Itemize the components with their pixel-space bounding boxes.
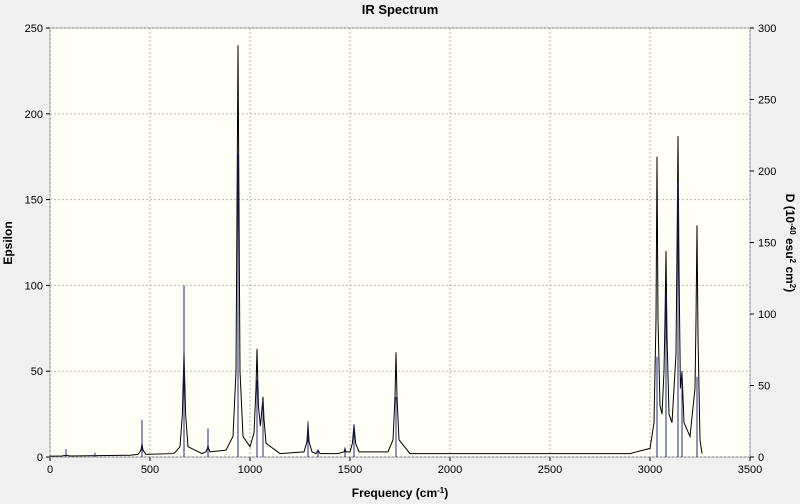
x-tick-label: 2000 [438, 464, 462, 476]
y2-tick-label: 200 [758, 166, 776, 178]
y2-tick-label: 100 [758, 309, 776, 321]
x-axis-label-part: -1 [437, 486, 445, 495]
y2-axis-label-part: -40 [789, 223, 798, 235]
y-tick-label: 50 [31, 366, 43, 378]
plot-area [49, 27, 751, 458]
x-axis-label-part: Frequency (cm [352, 486, 437, 500]
y2-tick-label: 50 [758, 381, 770, 393]
y-tick-label: 0 [37, 452, 43, 464]
y2-tick-label: 0 [758, 452, 764, 464]
y2-axis-label-part: ) [783, 288, 797, 292]
y2-axis-label-part: D (10 [783, 194, 797, 224]
y-tick-label: 200 [25, 109, 43, 121]
x-tick-label: 500 [141, 464, 159, 476]
x-tick-label: 1500 [338, 464, 362, 476]
y-tick-label: 100 [25, 280, 43, 292]
x-tick-label: 3000 [638, 464, 662, 476]
x-tick-label: 0 [47, 464, 53, 476]
y2-axis-label: D (10-40 esu2 cm2) [783, 194, 798, 293]
x-tick-label: 3500 [738, 464, 762, 476]
y2-tick-label: 300 [758, 23, 776, 35]
x-axis-label-part: ) [444, 486, 448, 500]
x-axis-label: Frequency (cm-1) [352, 486, 448, 501]
y2-axis-label-part: esu [783, 235, 797, 259]
x-tick-label: 1000 [238, 464, 262, 476]
y2-tick-label: 150 [758, 238, 776, 250]
y-tick-label: 150 [25, 195, 43, 207]
y-axis-label: Epsilon [1, 221, 15, 264]
y2-tick-label: 250 [758, 95, 776, 107]
y-tick-label: 250 [25, 23, 43, 35]
y2-axis-label-part: 2 [789, 259, 798, 264]
chart-title: IR Spectrum [362, 2, 439, 17]
x-tick-label: 2500 [538, 464, 562, 476]
y2-axis-label-part: cm [783, 263, 797, 284]
y2-axis-label-part: 2 [789, 284, 798, 289]
